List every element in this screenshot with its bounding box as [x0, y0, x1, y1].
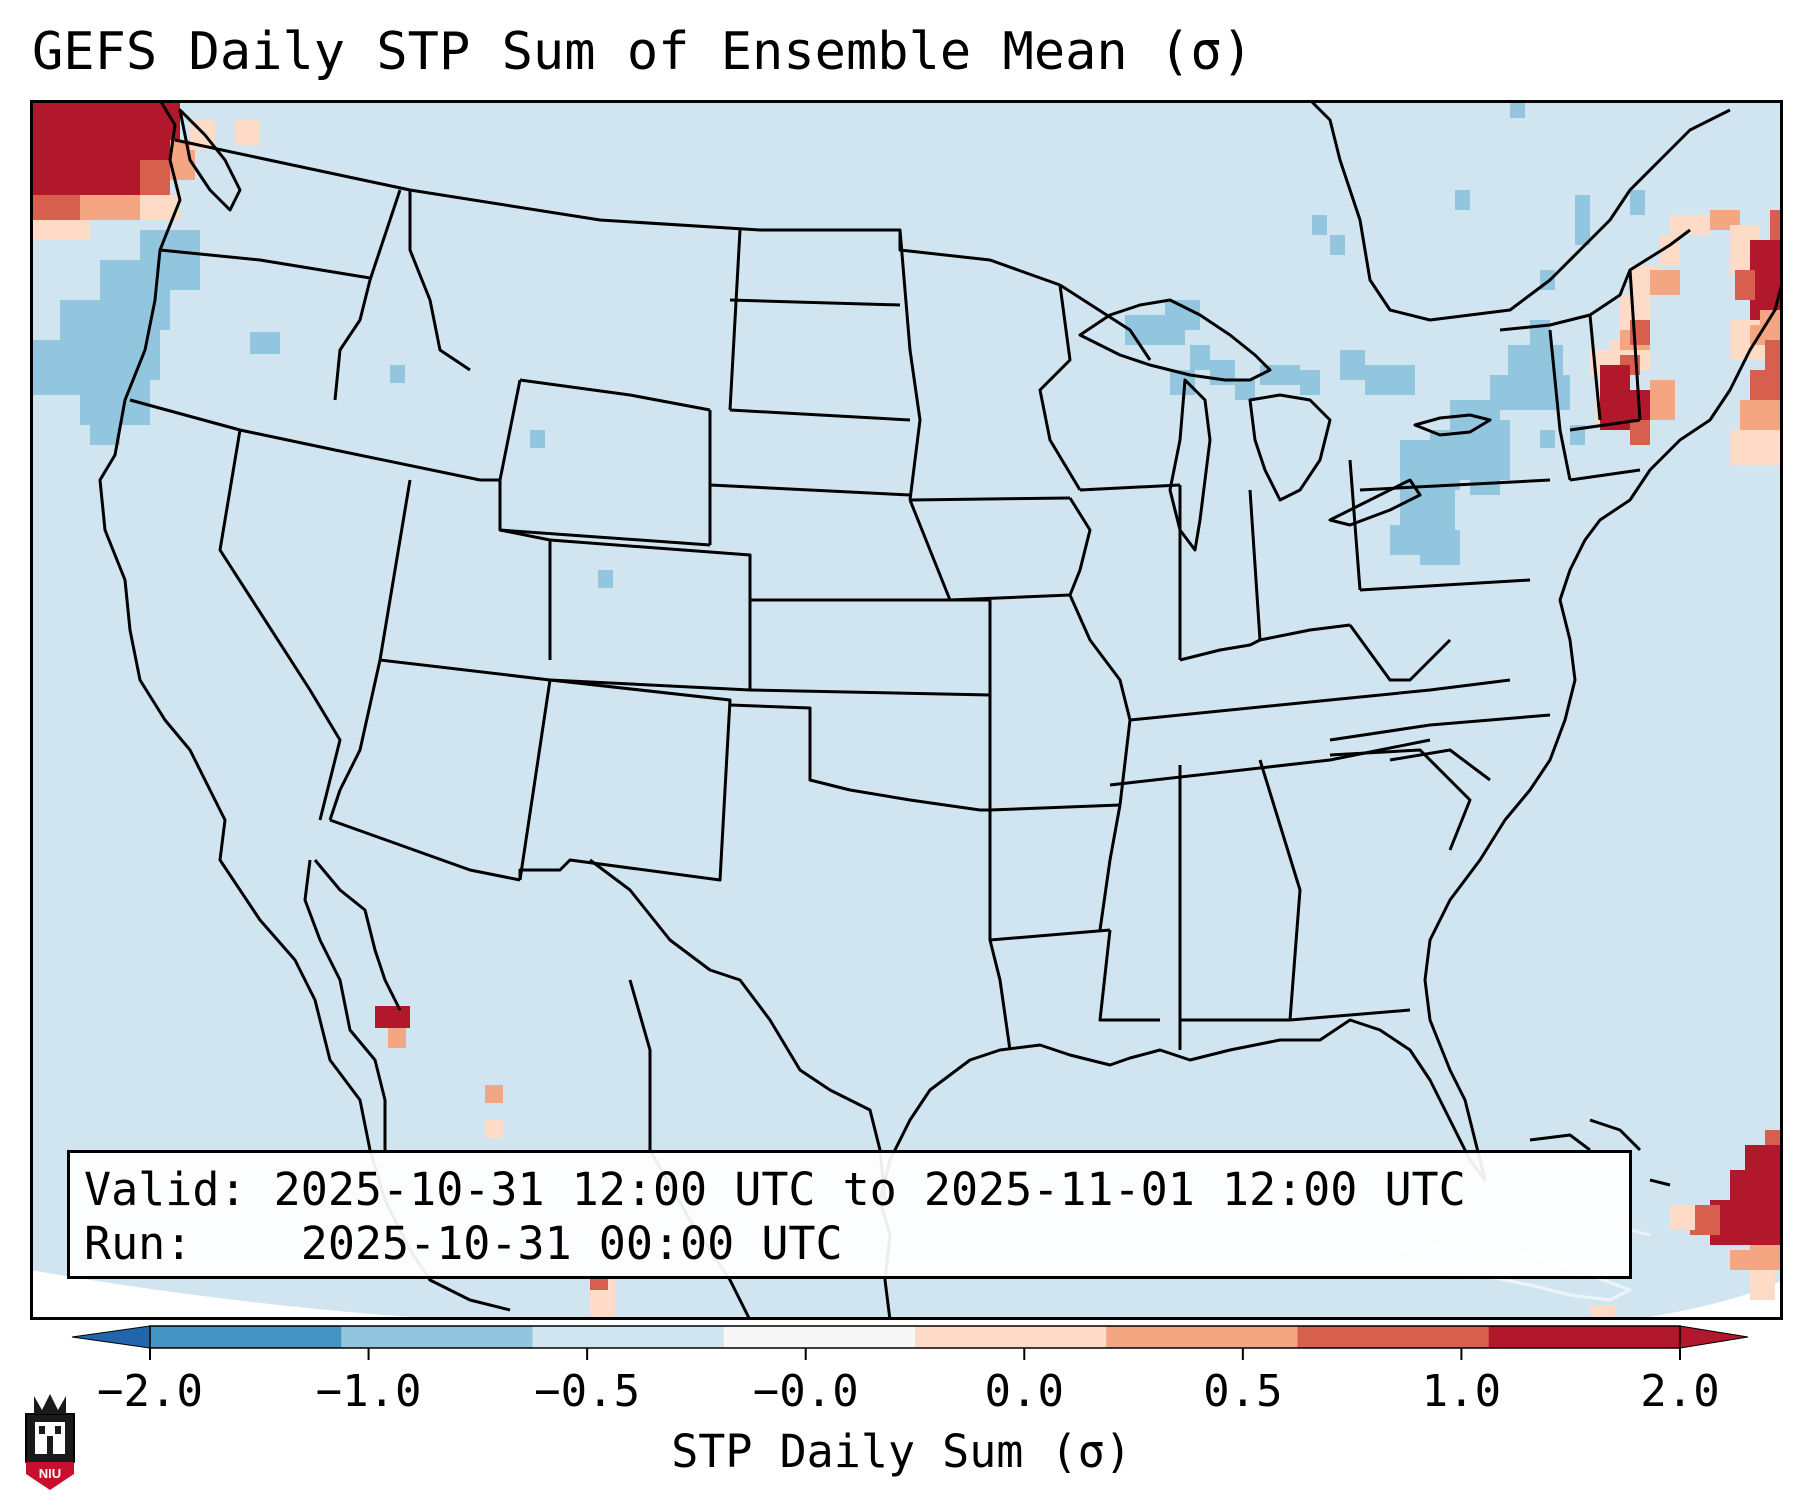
anomaly-cell — [1455, 190, 1470, 210]
anomaly-cell — [1740, 400, 1783, 430]
anomaly-cell — [1400, 440, 1460, 490]
colorbar-tick-label: −0.0 — [753, 1366, 859, 1416]
logo-text: NIU — [39, 1466, 61, 1481]
anomaly-cell — [1235, 380, 1255, 400]
colorbar-tick-label: 0.0 — [985, 1366, 1064, 1416]
colorbar-tick-label: −1.0 — [316, 1366, 422, 1416]
niu-logo: NIU — [25, 1394, 75, 1490]
anomaly-cell — [1670, 215, 1710, 235]
colorbar-segment — [1297, 1326, 1490, 1348]
anomaly-cell — [80, 195, 140, 220]
anomaly-cell — [1390, 525, 1420, 555]
map-background — [30, 100, 1783, 1320]
anomaly-cell — [390, 365, 405, 383]
anomaly-cell — [375, 1006, 410, 1028]
colorbar-segment — [723, 1326, 916, 1348]
anomaly-cell — [1530, 320, 1550, 345]
anomaly-cell — [140, 160, 170, 195]
colorbar: −2.0 −1.0 −0.5 −0.0 0.0 0.5 1.0 2.0 — [71, 1325, 1749, 1416]
anomaly-cell — [1750, 240, 1783, 320]
colorbar-tick-label: −0.5 — [534, 1366, 640, 1416]
colorbar-segment — [915, 1326, 1107, 1348]
valid-run-info-box: Valid: 2025-10-31 12:00 UTC to 2025-11-0… — [67, 1150, 1632, 1279]
anomaly-cell — [1750, 1270, 1775, 1300]
anomaly-cell — [30, 195, 80, 220]
anomaly-cell — [30, 100, 180, 160]
anomaly-cell — [1650, 380, 1675, 420]
anomaly-cell — [485, 1085, 503, 1103]
state-borders — [129, 138, 1691, 1320]
anomaly-cell — [1510, 100, 1525, 118]
run-line: Run: 2025-10-31 00:00 UTC — [84, 1217, 1615, 1271]
anomaly-cell — [1125, 315, 1185, 345]
coastlines — [98, 100, 1783, 1320]
anomaly-cell — [1470, 460, 1500, 495]
anomaly-cell — [1190, 345, 1210, 370]
anomaly-cell — [598, 570, 613, 588]
colorbar-extend-high — [1679, 1325, 1749, 1349]
colorbar-tick-label: 0.5 — [1203, 1366, 1282, 1416]
valid-value: 2025-10-31 12:00 UTC to 2025-11-01 12:00… — [273, 1163, 1466, 1216]
anomaly-cell — [1770, 210, 1783, 240]
anomaly-cell — [1300, 370, 1320, 395]
anomaly-cells — [30, 100, 1783, 1320]
anomaly-cell — [485, 1120, 503, 1138]
colorbar-segment — [341, 1326, 533, 1348]
map-title: GEFS Daily STP Sum of Ensemble Mean (σ) — [32, 22, 1253, 82]
anomaly-cell — [530, 430, 545, 448]
out-of-domain-area — [30, 1270, 450, 1320]
anomaly-cell — [1420, 530, 1460, 565]
anomaly-cell — [250, 332, 280, 354]
colorbar-segments — [71, 1325, 1749, 1349]
colorbar-extend-low — [71, 1325, 151, 1349]
colorbar-tick-label: −2.0 — [97, 1366, 203, 1416]
colorbar-frame — [149, 1325, 1681, 1349]
anomaly-cell — [235, 120, 260, 145]
anomaly-cell — [90, 420, 120, 445]
anomaly-cell — [1630, 420, 1650, 445]
colorbar-ticks: −2.0 −1.0 −0.5 −0.0 0.0 0.5 1.0 2.0 — [97, 1348, 1720, 1416]
anomaly-cell — [1760, 310, 1783, 340]
map-frame — [30, 100, 1783, 1320]
anomaly-cell — [1575, 195, 1590, 245]
valid-label: Valid: — [84, 1163, 247, 1216]
anomaly-cell — [1312, 215, 1327, 235]
anomaly-cell — [1730, 1250, 1750, 1270]
anomaly-cell — [388, 1028, 406, 1048]
anomaly-cell — [30, 160, 140, 195]
anomaly-cell — [1630, 190, 1645, 215]
run-value: 2025-10-31 00:00 UTC — [300, 1217, 843, 1270]
anomaly-cell — [1735, 270, 1755, 300]
anomaly-cell — [1330, 235, 1345, 255]
valid-line: Valid: 2025-10-31 12:00 UTC to 2025-11-0… — [84, 1163, 1615, 1217]
anomaly-cell — [1670, 1205, 1695, 1230]
colorbar-label: STP Daily Sum (σ) — [671, 1425, 1132, 1478]
colorbar-segment — [1106, 1326, 1298, 1348]
out-of-domain-area-right — [1630, 1280, 1783, 1320]
anomaly-cell — [1365, 365, 1415, 395]
anomaly-cell — [1430, 490, 1455, 530]
colorbar-tick-label: 1.0 — [1422, 1366, 1501, 1416]
anomaly-cell — [30, 220, 90, 240]
colorbar-segment — [150, 1326, 342, 1348]
stp-map — [30, 100, 1783, 1320]
anomaly-cell — [1540, 430, 1555, 448]
anomaly-cell — [1750, 370, 1783, 400]
colorbar-segment — [1488, 1326, 1681, 1348]
colorbar-tick-label: 2.0 — [1640, 1366, 1719, 1416]
run-label: Run: — [84, 1217, 193, 1270]
anomaly-cell — [1710, 1200, 1783, 1245]
anomaly-cell — [1730, 430, 1783, 465]
anomaly-cell — [1750, 1245, 1783, 1270]
colorbar-segment — [532, 1326, 725, 1348]
anomaly-cell — [1650, 270, 1680, 295]
anomaly-cell — [1340, 350, 1365, 380]
anomaly-cell — [1590, 1305, 1615, 1320]
